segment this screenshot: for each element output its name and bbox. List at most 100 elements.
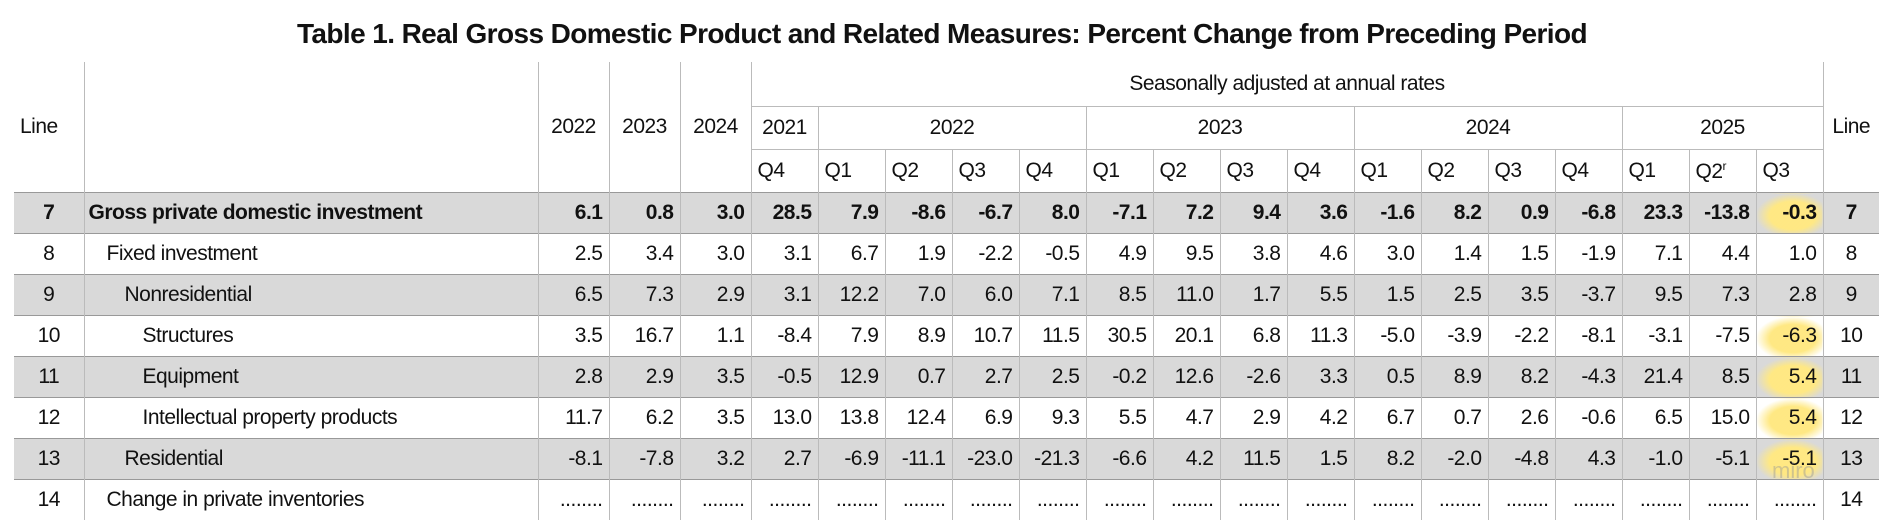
- cell-value: ........: [608, 479, 680, 520]
- cell-value: 3.6: [1286, 192, 1354, 234]
- cell-value: 7.3: [608, 274, 680, 316]
- line-number: 9: [14, 274, 84, 316]
- cell-value: 3.5: [1487, 274, 1555, 316]
- cell-value: 5.4: [1755, 356, 1823, 398]
- cell-value: -0.6: [1554, 397, 1622, 439]
- cell-value: -6.7: [951, 192, 1019, 234]
- line-number: 10: [1822, 315, 1879, 357]
- cell-value: 3.5: [537, 315, 609, 357]
- cell-value: -0.5: [1018, 233, 1086, 275]
- header-quarter: Q3: [1755, 149, 1823, 193]
- header-quarter: Q4: [750, 149, 818, 193]
- cell-value: 8.0: [1018, 192, 1086, 234]
- cell-value: -0.3: [1755, 192, 1823, 234]
- cell-value: -3.7: [1554, 274, 1622, 316]
- cell-value: 2.5: [1018, 356, 1086, 398]
- table-body: 7 Gross private domestic investment 6.1 0.8…: [14, 192, 1879, 520]
- cell-value: 0.7: [884, 356, 952, 398]
- cell-value: 4.2: [1286, 397, 1354, 439]
- cell-value: 3.5: [679, 397, 751, 439]
- header-quarter: Q1: [1085, 149, 1153, 193]
- cell-value: 7.9: [817, 192, 885, 234]
- cell-value: ........: [1152, 479, 1220, 520]
- cell-value: -11.1: [884, 438, 952, 480]
- header-quarter: Q1: [817, 149, 885, 193]
- cell-value: 30.5: [1085, 315, 1153, 357]
- cell-value: 2.9: [679, 274, 751, 316]
- cell-value: -1.9: [1554, 233, 1622, 275]
- cell-value: -6.6: [1085, 438, 1153, 480]
- cell-value: 21.4: [1621, 356, 1689, 398]
- line-number: 12: [1822, 397, 1879, 439]
- line-number: 8: [14, 233, 84, 275]
- cell-value: ........: [951, 479, 1019, 520]
- table-row: 12 Intellectual property products 11.7 6.2 3…: [14, 397, 1879, 439]
- row-label: Change in private inventories: [83, 479, 538, 520]
- table-row: 11 Equipment 2.8 2.9 3.5 -0.5 12.9 0.7 2.7 2.5 -0.…: [14, 356, 1879, 398]
- cell-value: 0.8: [608, 192, 680, 234]
- cell-value: 4.6: [1286, 233, 1354, 275]
- cell-value: 4.9: [1085, 233, 1153, 275]
- cell-value: 1.7: [1219, 274, 1287, 316]
- row-label: Intellectual property products: [83, 397, 538, 439]
- header-line: Line: [20, 115, 58, 138]
- cell-value: -21.3: [1018, 438, 1086, 480]
- cell-value: 2.6: [1487, 397, 1555, 439]
- cell-value: 0.9: [1487, 192, 1555, 234]
- cell-value: 2.9: [1219, 397, 1287, 439]
- header-row: Line 2022 2023 2024 Seasonally adjusted at a…: [14, 62, 1879, 193]
- cell-value: -4.8: [1487, 438, 1555, 480]
- cell-value: ........: [1554, 479, 1622, 520]
- cell-value: 8.2: [1420, 192, 1488, 234]
- cell-value: -8.6: [884, 192, 952, 234]
- cell-value: -0.2: [1085, 356, 1153, 398]
- cell-value: 7.1: [1018, 274, 1086, 316]
- cell-value: 7.2: [1152, 192, 1220, 234]
- row-label: Fixed investment: [83, 233, 538, 275]
- cell-value: 6.7: [1353, 397, 1421, 439]
- cell-value: 7.3: [1688, 274, 1756, 316]
- cell-value: 4.4: [1688, 233, 1756, 275]
- cell-value: 1.5: [1353, 274, 1421, 316]
- cell-value: ........: [1420, 479, 1488, 520]
- cell-value: 7.1: [1621, 233, 1689, 275]
- header-quarter: Q2r: [1688, 149, 1756, 193]
- header-year: 2021: [750, 106, 818, 150]
- cell-value: 2.8: [537, 356, 609, 398]
- header-year: 2023: [1085, 106, 1354, 150]
- row-label: Nonresidential: [83, 274, 538, 316]
- cell-value: 3.0: [1353, 233, 1421, 275]
- cell-value: 1.5: [1487, 233, 1555, 275]
- cell-value: -7.5: [1688, 315, 1756, 357]
- cell-value: 11.5: [1219, 438, 1287, 480]
- cell-value: 3.8: [1219, 233, 1287, 275]
- cell-value: -8.1: [537, 438, 609, 480]
- cell-value: 5.5: [1286, 274, 1354, 316]
- row-label: Equipment: [83, 356, 538, 398]
- cell-value: ........: [1286, 479, 1354, 520]
- cell-value: 4.7: [1152, 397, 1220, 439]
- cell-value: 6.9: [951, 397, 1019, 439]
- cell-value: 11.0: [1152, 274, 1220, 316]
- cell-value: ........: [537, 479, 609, 520]
- cell-value: 4.2: [1152, 438, 1220, 480]
- cell-value: 3.4: [608, 233, 680, 275]
- header-annual: 2024: [679, 62, 751, 193]
- cell-value: 2.7: [750, 438, 818, 480]
- cell-value: ........: [1487, 479, 1555, 520]
- cell-value: 7.0: [884, 274, 952, 316]
- cell-value: 20.1: [1152, 315, 1220, 357]
- cell-value: 0.7: [1420, 397, 1488, 439]
- cell-value: 9.3: [1018, 397, 1086, 439]
- line-number: 9: [1822, 274, 1879, 316]
- cell-value: 3.1: [750, 274, 818, 316]
- cell-value: 3.1: [750, 233, 818, 275]
- cell-value: -5.1: [1755, 438, 1823, 480]
- cell-value: -5.1: [1688, 438, 1756, 480]
- line-number: 13: [1822, 438, 1879, 480]
- watermark: miro: [1772, 458, 1815, 483]
- cell-value: 6.5: [1621, 397, 1689, 439]
- cell-value: ........: [1353, 479, 1421, 520]
- cell-value: 9.5: [1621, 274, 1689, 316]
- header-quarter: Q1: [1353, 149, 1421, 193]
